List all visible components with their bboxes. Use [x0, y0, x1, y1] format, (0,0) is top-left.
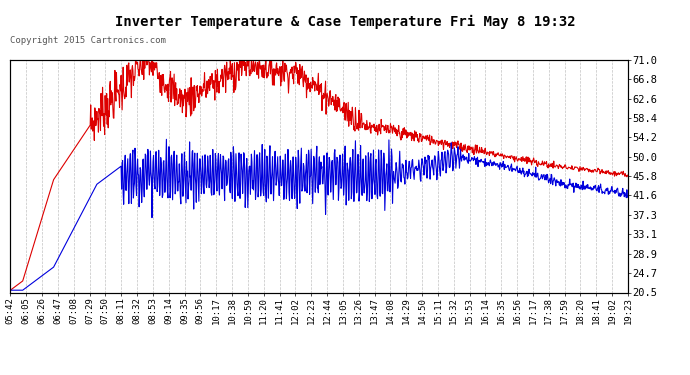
Text: Case  (°C): Case (°C): [476, 31, 535, 40]
Text: Copyright 2015 Cartronics.com: Copyright 2015 Cartronics.com: [10, 36, 166, 45]
Text: Inverter  (°C): Inverter (°C): [540, 31, 622, 40]
Text: Inverter Temperature & Case Temperature Fri May 8 19:32: Inverter Temperature & Case Temperature …: [115, 15, 575, 29]
